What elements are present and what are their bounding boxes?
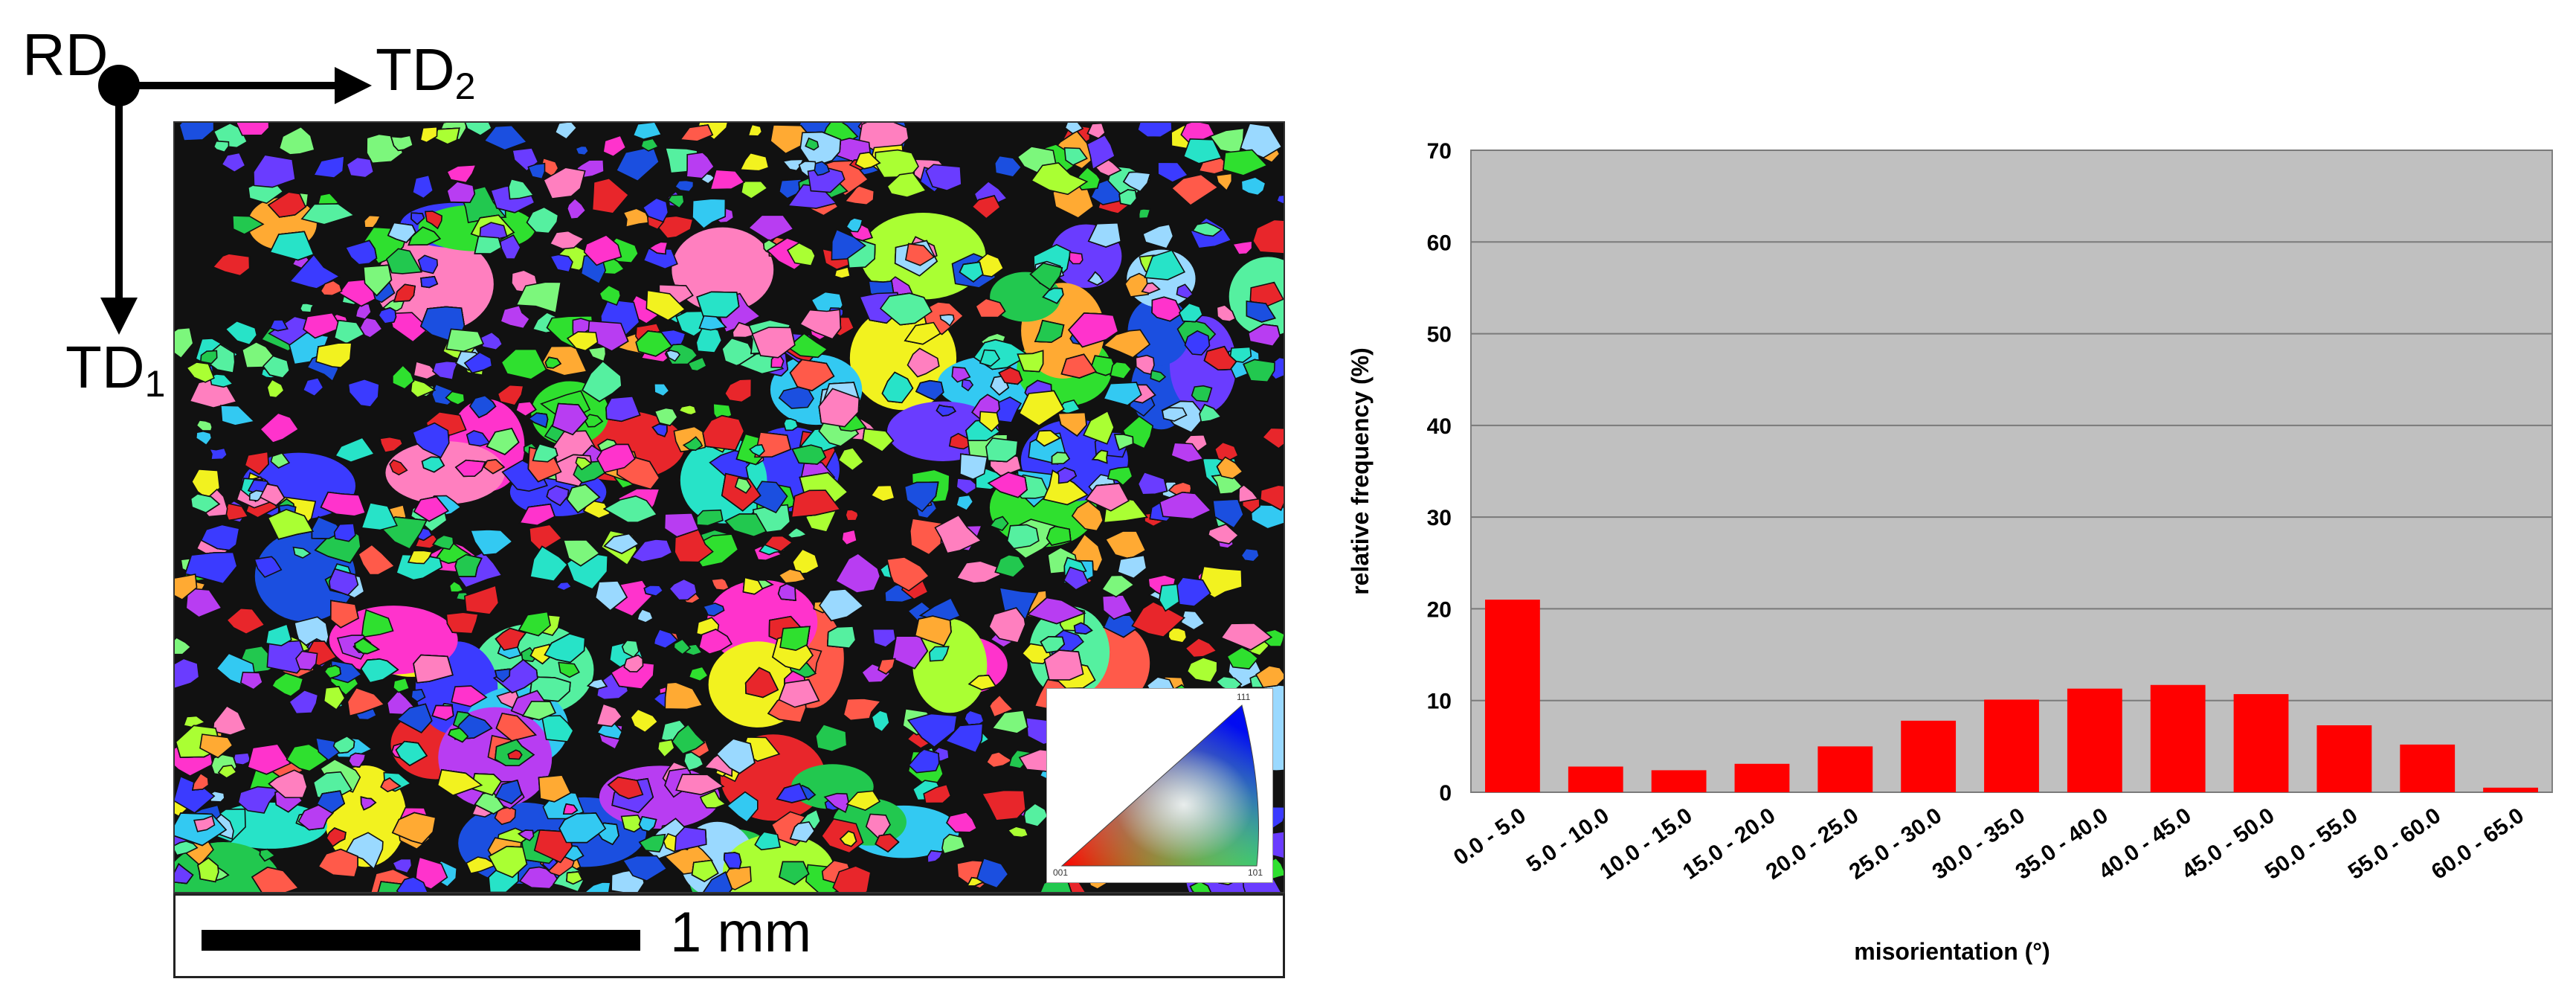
ipf-111-label: 111 [1237,692,1251,702]
grain-map [175,123,1284,892]
y-tick-label: 40 [1427,414,1452,439]
plot-area [1470,150,2553,793]
y-tick-label: 30 [1427,506,1452,530]
bar [1984,699,2039,792]
x-tick-label: 50.0 - 55.0 [2261,803,2362,884]
bar [2150,684,2206,792]
ipf-001-label: 001 [1053,867,1069,878]
bars [1485,600,2538,792]
x-tick-label: 35.0 - 40.0 [2011,803,2112,884]
direction-arrows [98,65,372,335]
x-tick-label: 0.0 - 5.0 [1449,803,1530,870]
td2-label: TD2 [376,36,476,107]
ipf-color-key: 001 101 111 [1046,688,1273,883]
chart-svg: 0 10 20 30 40 50 60 70 0.0 - 5.05.0 - 10.010.0 … [1347,139,2553,965]
bar [1568,766,1623,792]
ebsd-orientation-map [173,121,1285,893]
bar [2400,744,2456,792]
scale-bar [202,930,640,951]
ipf-triangle [1060,704,1259,867]
y-tick-label: 20 [1427,597,1452,622]
y-axis-label: relative frequency (%) [1347,347,1374,595]
y-tick-labels: 0 10 20 30 40 50 60 70 [1427,139,1452,806]
y-tick-label: 10 [1427,690,1452,714]
x-tick-label: 60.0 - 65.0 [2427,803,2528,884]
ipf-101-label: 101 [1248,867,1263,878]
rd-dot [98,65,140,106]
rd-label: RD [22,22,109,88]
x-tick-label: 20.0 - 25.0 [1762,803,1863,884]
y-tick-label: 50 [1427,323,1452,347]
scale-bar-label: 1 mm [670,901,811,964]
td1-label: TD1 [65,334,166,405]
bar [1734,763,1790,792]
y-tick-label: 70 [1427,139,1452,164]
misorientation-chart: 0 10 20 30 40 50 60 70 0.0 - 5.0 5.0 - 10.0 10.0 … [1324,0,2576,1001]
direction-axes [0,0,446,417]
x-tick-labels: 0.0 - 5.05.0 - 10.010.0 - 15.015.0 - 20.… [1449,803,2528,884]
bar [1901,720,1957,792]
bar [1651,770,1707,792]
bar [2233,694,2289,792]
bar [1485,600,1540,792]
x-tick-label: 25.0 - 30.0 [1845,803,1946,884]
x-tick-label: 15.0 - 20.0 [1678,803,1780,884]
y-tick-label: 60 [1427,231,1452,255]
scale-bar-box: 1 mm [173,893,1285,978]
x-axis-label: misorientation (°) [1854,938,2049,965]
y-tick-label: 0 [1439,781,1452,806]
x-tick-label: 40.0 - 45.0 [2094,803,2195,884]
bar [2067,688,2122,792]
x-tick-label: 10.0 - 15.0 [1595,803,1696,884]
bar [1817,746,1873,792]
x-tick-label: 30.0 - 35.0 [1928,803,2029,884]
bar [2316,725,2372,792]
x-tick-label: 45.0 - 50.0 [2177,803,2279,884]
x-tick-label: 55.0 - 60.0 [2344,803,2445,884]
bar [2483,787,2538,792]
